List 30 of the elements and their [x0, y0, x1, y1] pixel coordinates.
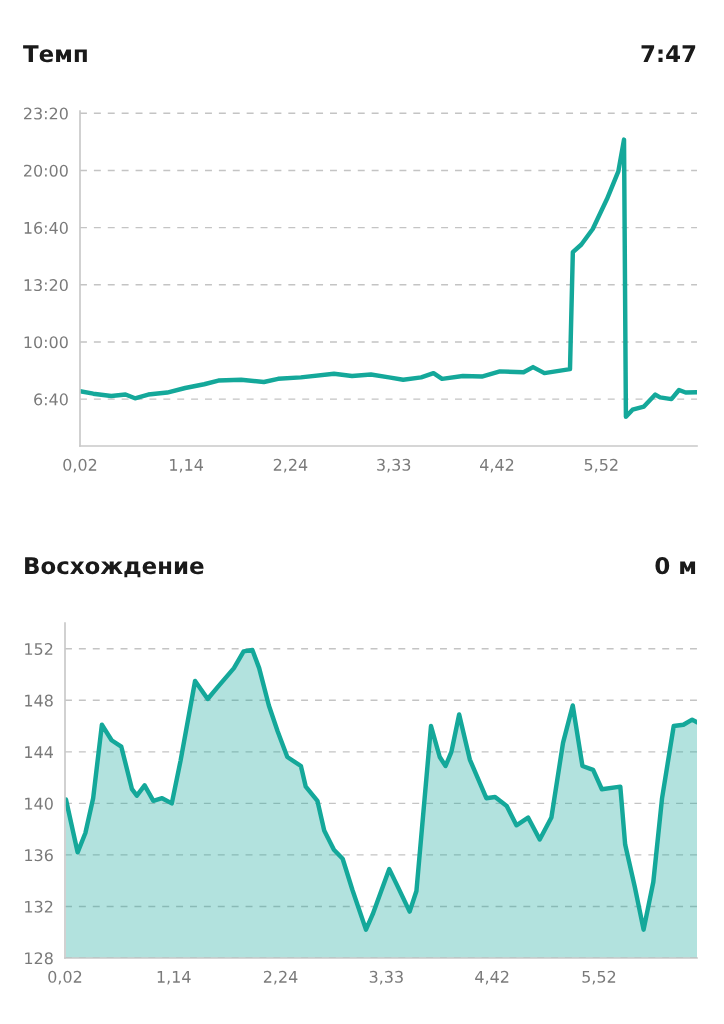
y-tick-label: 10:00: [24, 336, 68, 349]
x-tick-label: 2,24: [273, 458, 308, 473]
chart-title: Темп: [23, 45, 87, 63]
y-tick-label: 148: [25, 694, 53, 707]
x-tick-label: 3,33: [369, 970, 403, 985]
y-tick-label: 20:00: [24, 164, 68, 177]
y-tick-label: 16:40: [24, 221, 68, 234]
x-tick-label: 5,52: [582, 970, 616, 985]
x-tick-label: 4,42: [475, 970, 509, 985]
y-tick-label: 152: [25, 642, 53, 656]
y-tick-label: 128: [25, 952, 53, 965]
y-tick-label: 6:40: [34, 393, 68, 406]
y-tick-label: 132: [25, 900, 53, 913]
x-tick-label: 1,14: [170, 458, 204, 473]
x-tick-label: 5,52: [584, 458, 618, 473]
y-tick-label: 140: [25, 797, 53, 810]
text: 0 м: [655, 556, 696, 575]
x-tick-label: 3,33: [377, 458, 411, 473]
x-tick-label: 0,02: [48, 970, 82, 985]
x-tick-label: 2,24: [263, 970, 298, 985]
chart-title: Восхождение: [25, 557, 204, 578]
y-tick-label: 144: [25, 746, 53, 758]
y-tick-label: 136: [25, 849, 53, 862]
y-tick-label: 23:20: [24, 107, 68, 120]
text: 7:47: [641, 45, 696, 62]
x-tick-label: 4,42: [480, 458, 514, 473]
x-tick-label: 1,14: [157, 970, 191, 985]
y-tick-label: 13:20: [24, 279, 68, 292]
x-tick-label: 0,02: [63, 458, 97, 473]
line-series: [80, 137, 697, 420]
